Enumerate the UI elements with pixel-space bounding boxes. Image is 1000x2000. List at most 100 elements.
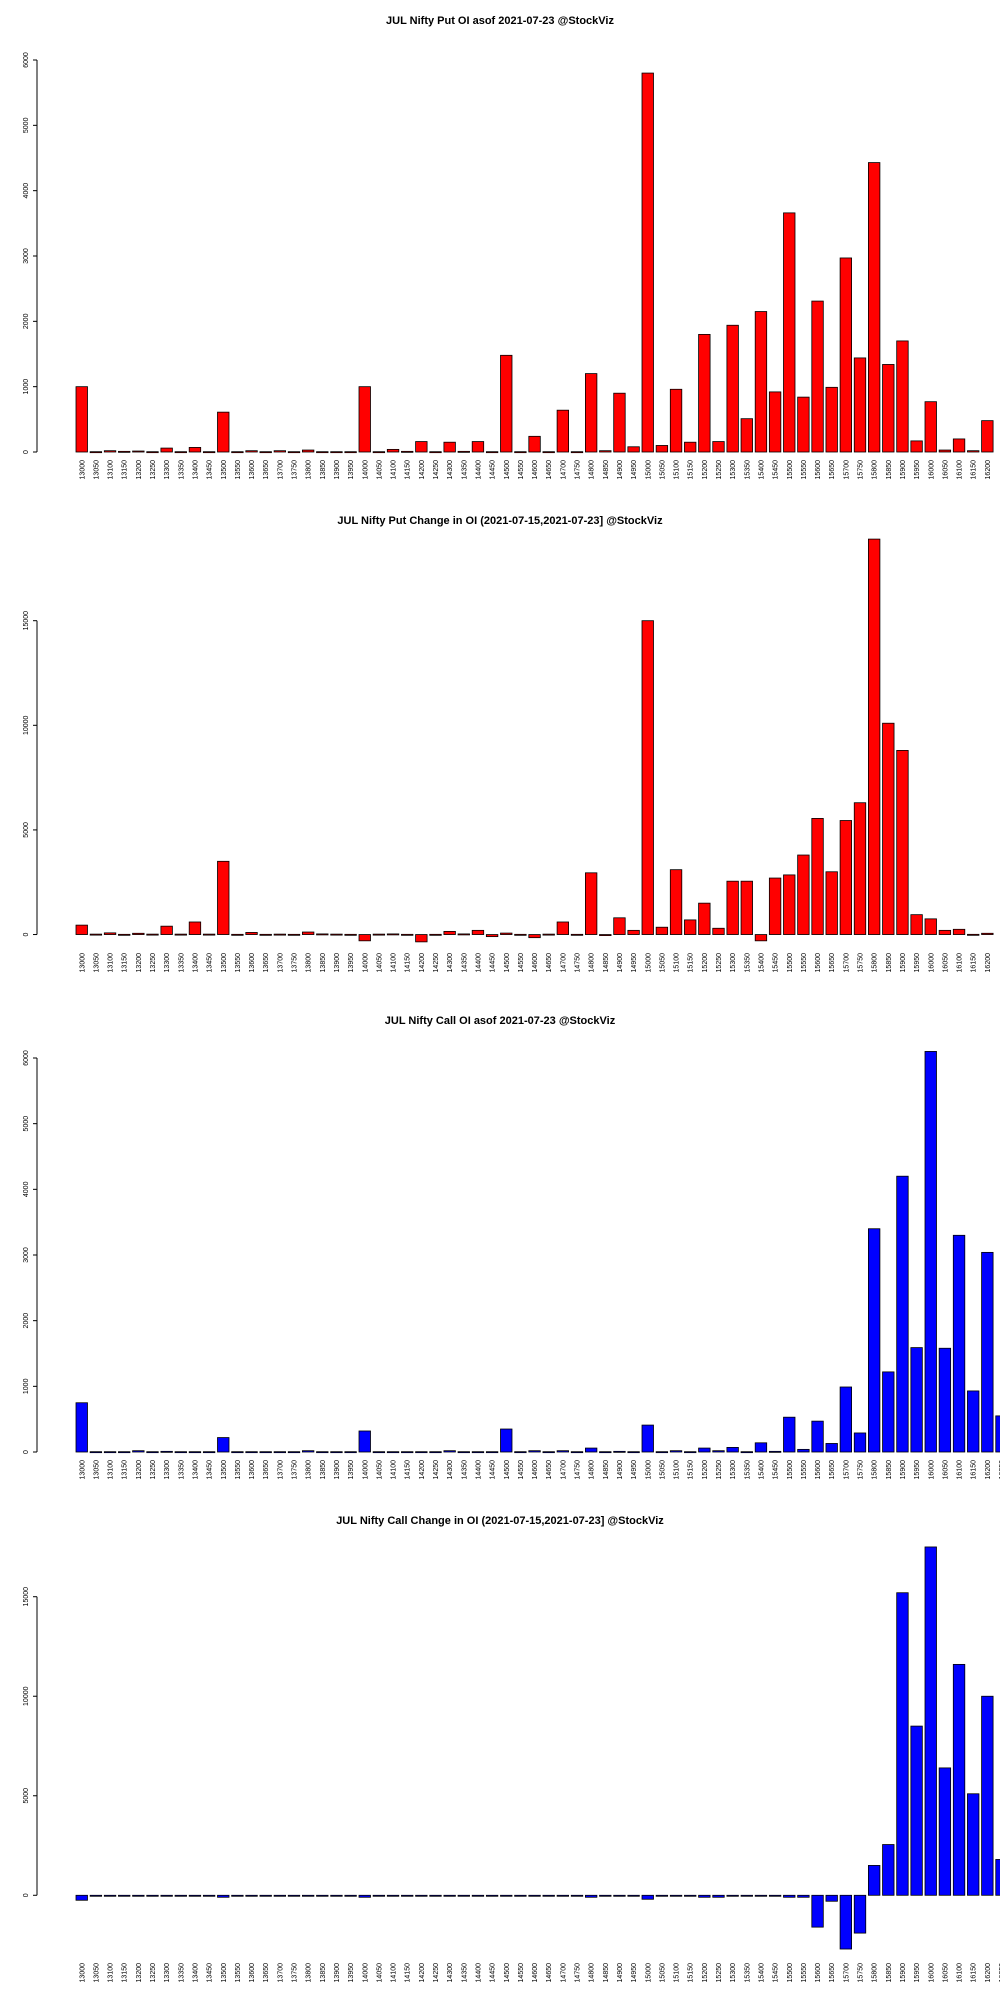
- x-tick-label: 13950: [348, 1963, 355, 1983]
- bar: [259, 1451, 272, 1454]
- y-tick-label: 15000: [23, 611, 30, 631]
- bar: [528, 1450, 541, 1453]
- call-oi-change-chart: JUL Nifty Call Change in OI (2021-07-15,…: [23, 1515, 1000, 1983]
- x-tick-label: 13200: [136, 953, 143, 973]
- x-tick-label: 15550: [801, 953, 808, 973]
- x-tick-label: 15900: [900, 953, 907, 973]
- bar: [471, 929, 485, 935]
- x-tick-label: 13850: [320, 460, 327, 480]
- bar: [259, 451, 272, 454]
- x-tick-label: 15800: [872, 1963, 879, 1983]
- y-tick-label: 2000: [23, 313, 30, 329]
- x-tick-label: 13200: [136, 1460, 143, 1480]
- bar: [768, 1450, 782, 1453]
- bar: [514, 1894, 527, 1897]
- bar: [797, 396, 810, 453]
- bar: [160, 447, 173, 453]
- x-tick-label: 16000: [928, 1460, 935, 1480]
- bar: [740, 418, 753, 453]
- bar: [330, 1894, 343, 1897]
- bar: [627, 1894, 640, 1897]
- x-tick-label: 16150: [971, 1963, 978, 1983]
- bar: [471, 1894, 485, 1897]
- x-tick-label: 14450: [490, 953, 497, 973]
- x-tick-label: 15000: [645, 1963, 652, 1983]
- x-tick-label: 15650: [829, 1460, 836, 1480]
- x-tick-label: 13150: [122, 460, 129, 480]
- x-tick-label: 13800: [306, 1460, 313, 1480]
- bar: [924, 918, 937, 935]
- x-tick-label: 13800: [306, 953, 313, 973]
- x-tick-label: 13600: [249, 1460, 256, 1480]
- bar: [655, 926, 669, 935]
- bar: [457, 1894, 470, 1897]
- x-tick-label: 14600: [532, 1460, 539, 1480]
- x-tick-label: 16150: [971, 1460, 978, 1480]
- x-tick-label: 14550: [518, 1460, 525, 1480]
- x-tick-label: 15150: [688, 953, 695, 973]
- x-tick-label: 13050: [93, 953, 100, 973]
- x-tick-label: 13850: [320, 1460, 327, 1480]
- x-tick-label: 14650: [546, 1460, 553, 1480]
- x-tick-label: 15750: [858, 1460, 865, 1480]
- x-tick-label: 15800: [872, 1460, 879, 1480]
- x-tick-label: 13250: [150, 953, 157, 973]
- bar: [585, 373, 598, 453]
- bar: [485, 1894, 499, 1897]
- bar: [698, 1894, 711, 1898]
- bar: [471, 441, 485, 453]
- x-tick-label: 16100: [957, 460, 964, 480]
- bar: [981, 932, 994, 935]
- bar: [160, 1894, 173, 1897]
- x-tick-label: 14600: [532, 953, 539, 973]
- bar: [174, 933, 187, 936]
- bar: [429, 451, 442, 454]
- x-tick-label: 15350: [744, 1963, 751, 1983]
- bar: [443, 1450, 456, 1453]
- x-tick-label: 15250: [716, 460, 723, 480]
- bar: [938, 1767, 952, 1896]
- x-tick-label: 15150: [688, 1963, 695, 1983]
- bar: [259, 933, 272, 936]
- x-tick-label: 15200: [702, 1963, 709, 1983]
- x-tick-label: 14000: [362, 460, 369, 480]
- bar: [89, 451, 103, 454]
- bar: [924, 401, 937, 453]
- bar: [358, 934, 371, 942]
- x-tick-label: 15250: [716, 1963, 723, 1983]
- bar: [669, 1894, 683, 1897]
- x-tick-label: 15000: [645, 1460, 652, 1480]
- bar: [698, 1447, 711, 1453]
- bar: [202, 933, 216, 936]
- x-tick-label: 14700: [560, 953, 567, 973]
- bar: [981, 1695, 994, 1896]
- x-tick-label: 15200: [702, 1460, 709, 1480]
- x-tick-label: 13050: [93, 460, 100, 480]
- bar: [146, 1894, 159, 1897]
- x-tick-label: 15800: [872, 460, 879, 480]
- bar: [896, 340, 909, 453]
- bar: [231, 451, 244, 454]
- bar: [443, 1894, 456, 1897]
- x-tick-label: 13050: [93, 1963, 100, 1983]
- x-tick-label: 14350: [461, 953, 468, 973]
- x-tick-label: 15400: [758, 953, 765, 973]
- x-tick-label: 15350: [744, 1460, 751, 1480]
- x-tick-label: 15450: [773, 1460, 780, 1480]
- bar: [217, 1437, 230, 1453]
- bar: [160, 1450, 173, 1453]
- chart-title: JUL Nifty Put Change in OI (2021-07-15,2…: [337, 515, 663, 527]
- bar: [684, 441, 697, 453]
- x-tick-label: 13400: [192, 1460, 199, 1480]
- bar: [160, 925, 173, 935]
- bar: [641, 1894, 654, 1900]
- x-tick-label: 14450: [490, 460, 497, 480]
- bar: [103, 932, 117, 935]
- bar: [401, 933, 414, 936]
- bar: [882, 722, 895, 935]
- bar: [485, 1451, 499, 1454]
- bar: [415, 1894, 428, 1897]
- bar: [245, 450, 258, 453]
- x-tick-label: 13950: [348, 953, 355, 973]
- x-tick-label: 14850: [603, 1963, 610, 1983]
